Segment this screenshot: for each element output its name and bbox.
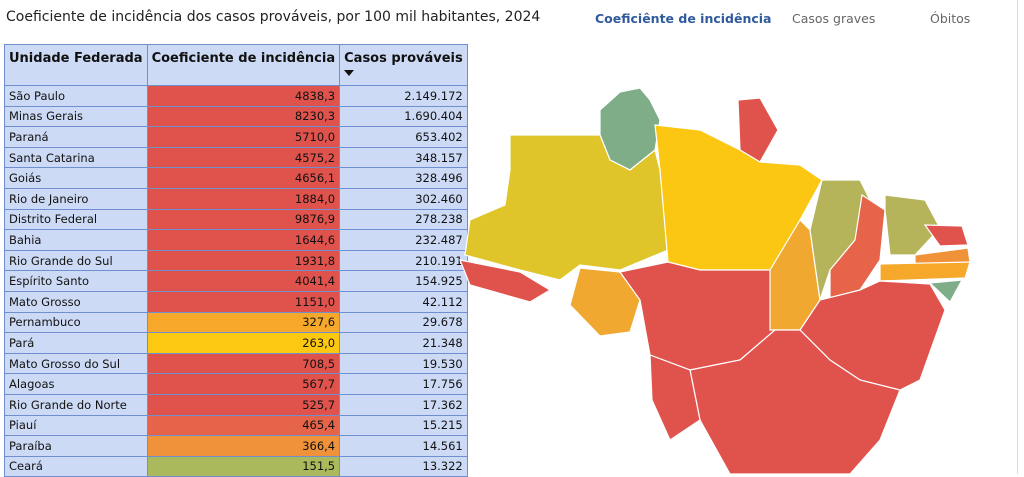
state-name: Paraná [4,126,148,148]
incidence-value: 263,0 [146,332,341,354]
map [459,87,971,474]
title: Coeficiente de incidência dos casos prov… [6,9,541,25]
probable-cases: 653.402 [339,126,468,148]
divider [1017,0,1018,474]
table-row: Rio Grande do Norte 525,7 17.362 [4,393,468,416]
state[interactable] [649,354,701,441]
probable-cases: 348.157 [339,146,468,169]
table-row: Santa Catarina 4575,2 348.157 [4,146,468,169]
table-row: Paraná 5710,0 653.402 [4,126,468,148]
incidence-value: 8230,3 [146,105,341,128]
table-row: Rio de Janeiro 1884,0 302.460 [4,187,468,210]
table-row: Minas Gerais 8230,3 1.690.404 [4,105,468,128]
incidence-value: 4656,1 [146,167,341,189]
probable-cases: 21.348 [339,332,468,354]
probable-cases: 302.460 [339,187,468,210]
state[interactable] [737,97,779,163]
state-name: Mato Grosso [4,290,148,313]
probable-cases: 17.362 [339,393,468,416]
tab[interactable]: Casos graves [792,11,876,26]
probable-cases: 13.322 [339,455,468,477]
state[interactable] [928,279,964,303]
probable-cases: 232.487 [339,229,468,251]
table-row: Distrito Federal 9876,9 278.238 [4,208,468,231]
incidence-value: 9876,9 [146,208,341,231]
state-name: Espírito Santo [4,270,148,292]
table-row: Mato Grosso do Sul 708,5 19.530 [4,352,468,375]
column-header[interactable]: Unidade Federada [4,44,148,86]
state-name: Goiás [4,167,148,189]
incidence-value: 1931,8 [146,249,341,272]
table-row: Mato Grosso 1151,0 42.112 [4,290,468,313]
table-row: Espírito Santo 4041,4 154.925 [4,270,468,292]
table-row: Pernambuco 327,6 29.678 [4,311,468,334]
state-name: Mato Grosso do Sul [4,352,148,375]
tab[interactable]: Óbitos [930,11,971,26]
state-name: Rio Grande do Norte [4,393,148,416]
state-name: Minas Gerais [4,105,148,128]
state-name: Pará [4,332,148,354]
incidence-value: 366,4 [146,435,341,457]
incidence-value: 1884,0 [146,187,341,210]
incidence-value: 525,7 [146,393,341,416]
incidence-value: 4575,2 [146,146,341,169]
tab[interactable]: Coeficiênte de incidência [595,11,772,26]
probable-cases: 154.925 [339,270,468,292]
state-name: Pernambuco [4,311,148,334]
probable-cases: 17.756 [339,373,468,395]
table-row: Bahia 1644,6 232.487 [4,229,468,251]
data-table: Unidade Federada Coeficiente de incidênc… [4,44,468,477]
incidence-value: 5710,0 [146,126,341,148]
table-row: Rio Grande do Sul 1931,8 210.191 [4,249,468,272]
table-row: Piauí 465,4 15.215 [4,414,468,437]
state[interactable] [879,261,971,282]
state-name: Alagoas [4,373,148,395]
incidence-value: 1644,6 [146,229,341,251]
incidence-value: 4838,3 [146,85,341,107]
probable-cases: 42.112 [339,290,468,313]
incidence-value: 1151,0 [146,290,341,313]
state-name: Piauí [4,414,148,437]
table-row: Paraíba 366,4 14.561 [4,435,468,457]
probable-cases: 29.678 [339,311,468,334]
column-header[interactable]: Coeficiente de incidência [146,44,341,86]
state[interactable] [923,224,969,247]
table-row: Pará 263,0 21.348 [4,332,468,354]
state[interactable] [464,134,669,281]
state-name: Bahia [4,229,148,251]
state-name: São Paulo [4,85,148,107]
state-name: Rio de Janeiro [4,187,148,210]
state[interactable] [459,259,552,303]
incidence-value: 465,4 [146,414,341,437]
state-name: Distrito Federal [4,208,148,231]
state-name: Santa Catarina [4,146,148,169]
sort-icon [344,70,355,76]
table-row: Goiás 4656,1 328.496 [4,167,468,189]
table-row: Ceará 151,5 13.322 [4,455,468,477]
incidence-value: 4041,4 [146,270,341,292]
probable-cases: 1.690.404 [339,105,468,128]
incidence-value: 567,7 [146,373,341,395]
incidence-value: 708,5 [146,352,341,375]
table-row: São Paulo 4838,3 2.149.172 [4,85,468,107]
incidence-value: 327,6 [146,311,341,334]
state-name: Rio Grande do Sul [4,249,148,272]
probable-cases: 14.561 [339,435,468,457]
state-name: Ceará [4,455,148,477]
table-row: Alagoas 567,7 17.756 [4,373,468,395]
probable-cases: 15.215 [339,414,468,437]
state-name: Paraíba [4,435,148,457]
column-header[interactable]: Casos prováveis [339,44,468,86]
